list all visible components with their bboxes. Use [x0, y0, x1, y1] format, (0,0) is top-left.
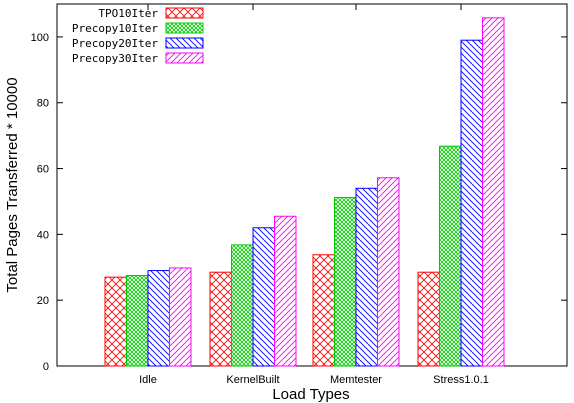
legend-swatch	[165, 22, 204, 34]
bar	[377, 177, 400, 367]
legend-label: Precopy10Iter	[72, 22, 158, 35]
bar	[231, 244, 254, 367]
bar	[126, 275, 149, 367]
y-tick-label: 20	[37, 295, 49, 307]
bar	[252, 227, 275, 367]
legend-swatch	[165, 7, 204, 19]
legend-swatch	[165, 52, 204, 64]
y-axis: 0 20 40 60 80 100	[31, 32, 567, 373]
x-tick-label: Memtester	[330, 374, 382, 386]
bar	[460, 39, 483, 367]
y-tick-label: 100	[31, 32, 49, 44]
bar	[312, 254, 335, 367]
y-axis-title: Total Pages Transferred * 10000	[4, 77, 21, 292]
bar	[274, 215, 297, 367]
bar	[355, 187, 378, 367]
plot-frame	[56, 3, 568, 367]
y-tick-label: 0	[43, 361, 49, 373]
bar	[104, 276, 127, 367]
legend-label: Precopy30Iter	[72, 52, 158, 65]
bar	[209, 271, 232, 367]
y-tick-label: 80	[37, 98, 49, 110]
bars	[104, 17, 505, 367]
x-axis-title: Load Types	[272, 386, 349, 403]
y-tick-label: 40	[37, 229, 49, 241]
legend-swatch	[165, 37, 204, 49]
bar	[482, 17, 505, 367]
x-tick-label: Idle	[139, 374, 157, 386]
legend-label: Precopy20Iter	[72, 37, 158, 50]
bar	[439, 145, 462, 367]
bar	[334, 197, 357, 367]
x-tick-label: KernelBuilt	[226, 374, 279, 386]
bar	[147, 270, 170, 367]
legend-label: TPO10Iter	[98, 7, 158, 20]
legend: TPO10Iter Precopy10Iter Precopy20Iter Preco…	[72, 7, 204, 65]
bar	[417, 271, 440, 367]
x-tick-label: Stress1.0.1	[433, 374, 489, 386]
bar	[169, 267, 192, 367]
y-tick-label: 60	[37, 164, 49, 176]
